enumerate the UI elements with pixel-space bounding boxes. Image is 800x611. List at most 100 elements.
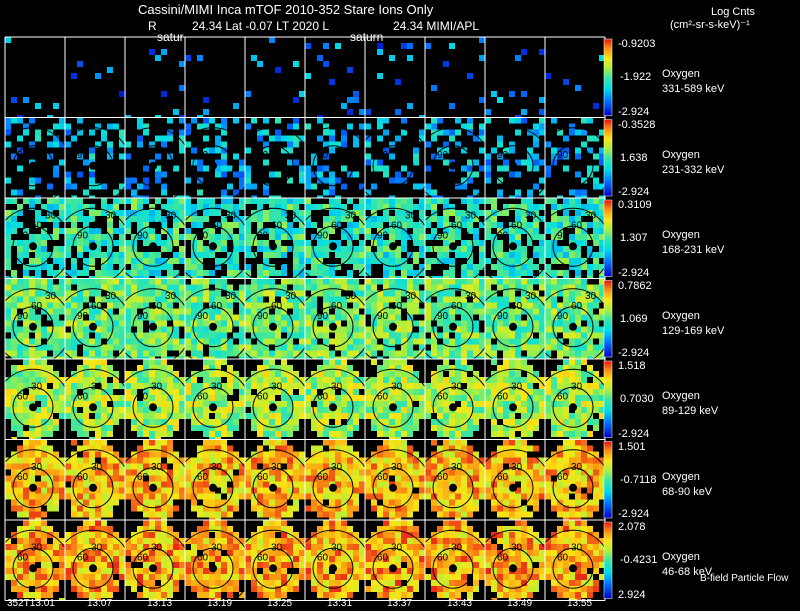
pixel-cell: [233, 264, 239, 270]
pixel-cell: [161, 395, 167, 401]
pixel-cell: [479, 55, 485, 61]
pixel-cell: [53, 195, 59, 198]
pixel-cell: [149, 431, 155, 437]
pixel-cell: [125, 407, 131, 413]
pixel-cell: [455, 365, 461, 371]
pixel-cell: [389, 252, 395, 258]
pixel-cell: [335, 505, 341, 512]
pixel-cell: [329, 395, 335, 401]
pixel-cell: [89, 437, 95, 440]
pixel-cell: [197, 165, 203, 172]
pixel-cell: [503, 264, 509, 270]
pixel-cell: [581, 290, 587, 297]
pixel-cell: [209, 338, 215, 345]
pixel-cell: [431, 377, 437, 383]
pixel-cell: [557, 222, 563, 228]
pixel-cell: [101, 129, 107, 136]
contour-label: 90: [257, 150, 269, 161]
pixel-cell: [401, 117, 407, 124]
pixel-cell: [275, 401, 281, 407]
pixel-cell: [185, 210, 191, 216]
pixel-cell: [383, 493, 389, 500]
pixel-cell: [443, 425, 449, 431]
pixel-cell: [35, 270, 41, 276]
pixel-cell: [407, 431, 413, 437]
pixel-cell: [83, 278, 89, 285]
pixel-cell: [233, 117, 239, 124]
pixel-cell: [53, 356, 59, 359]
pixel-cell: [149, 278, 155, 285]
pixel-cell: [101, 320, 107, 327]
pixel-cell: [521, 302, 527, 309]
pixel-cell: [59, 320, 65, 327]
pixel-cell: [5, 326, 11, 333]
pixel-cell: [545, 350, 551, 357]
pixel-cell: [221, 439, 227, 446]
pixel-cell: [11, 407, 17, 413]
pixel-cell: [353, 210, 359, 216]
pixel-cell: [101, 389, 107, 395]
pixel-cell: [467, 338, 473, 345]
pixel-cell: [89, 302, 95, 309]
pixel-cell: [287, 481, 293, 488]
pixel-cell: [35, 278, 41, 285]
pixel-cell: [191, 284, 197, 291]
pixel-cell: [449, 204, 455, 210]
pixel-cell: [323, 314, 329, 321]
pixel-cell: [539, 344, 545, 351]
pixel-cell: [107, 222, 113, 228]
pixel-cell: [113, 413, 119, 419]
pixel-cell: [407, 210, 413, 216]
pixel-cell: [275, 445, 281, 452]
pixel-cell: [47, 284, 53, 291]
pixel-cell: [491, 296, 497, 303]
pixel-cell: [269, 314, 275, 321]
pixel-cell: [269, 270, 275, 276]
pixel-cell: [305, 481, 311, 488]
pixel-cell: [323, 481, 329, 488]
pixel-cell: [83, 469, 89, 476]
pixel-cell: [71, 234, 77, 240]
pixel-cell: [161, 413, 167, 419]
pixel-cell: [47, 141, 53, 148]
pixel-cell: [299, 487, 305, 494]
pixel-cell: [335, 431, 341, 437]
pixel-cell: [407, 383, 413, 389]
pixel-cell: [95, 344, 101, 351]
pixel-cell: [59, 401, 65, 407]
pixel-cell: [323, 383, 329, 389]
pixel-cell: [461, 425, 467, 431]
pixel-cell: [449, 431, 455, 437]
pixel-cell: [263, 147, 269, 154]
pixel-cell: [425, 198, 431, 204]
pixel-cell: [29, 469, 35, 476]
pixel-cell: [563, 320, 569, 327]
pixel-cell: [485, 117, 491, 124]
pixel-cell: [353, 296, 359, 303]
pixel-cell: [539, 338, 545, 345]
pixel-cell: [47, 234, 53, 240]
pixel-cell: [233, 371, 239, 377]
pixel-cell: [359, 481, 365, 488]
pixel-cell: [347, 332, 353, 339]
pixel-cell: [173, 356, 179, 359]
pixel-cell: [299, 377, 305, 383]
pixel-cell: [569, 350, 575, 357]
pixel-cell: [41, 252, 47, 258]
pixel-cell: [281, 469, 287, 476]
pixel-cell: [383, 344, 389, 351]
contour-line: [245, 288, 305, 359]
pixel-cell: [557, 270, 563, 276]
pixel-cell: [497, 97, 503, 103]
pixel-cell: [83, 290, 89, 297]
pixel-cell: [401, 165, 407, 172]
pixel-cell: [419, 475, 425, 482]
pixel-cell: [455, 117, 461, 124]
pixel-cell: [65, 129, 71, 136]
pixel-cell: [35, 389, 41, 395]
pixel-cell: [149, 505, 155, 512]
pixel-cell: [191, 401, 197, 407]
pixel-cell: [443, 413, 449, 419]
